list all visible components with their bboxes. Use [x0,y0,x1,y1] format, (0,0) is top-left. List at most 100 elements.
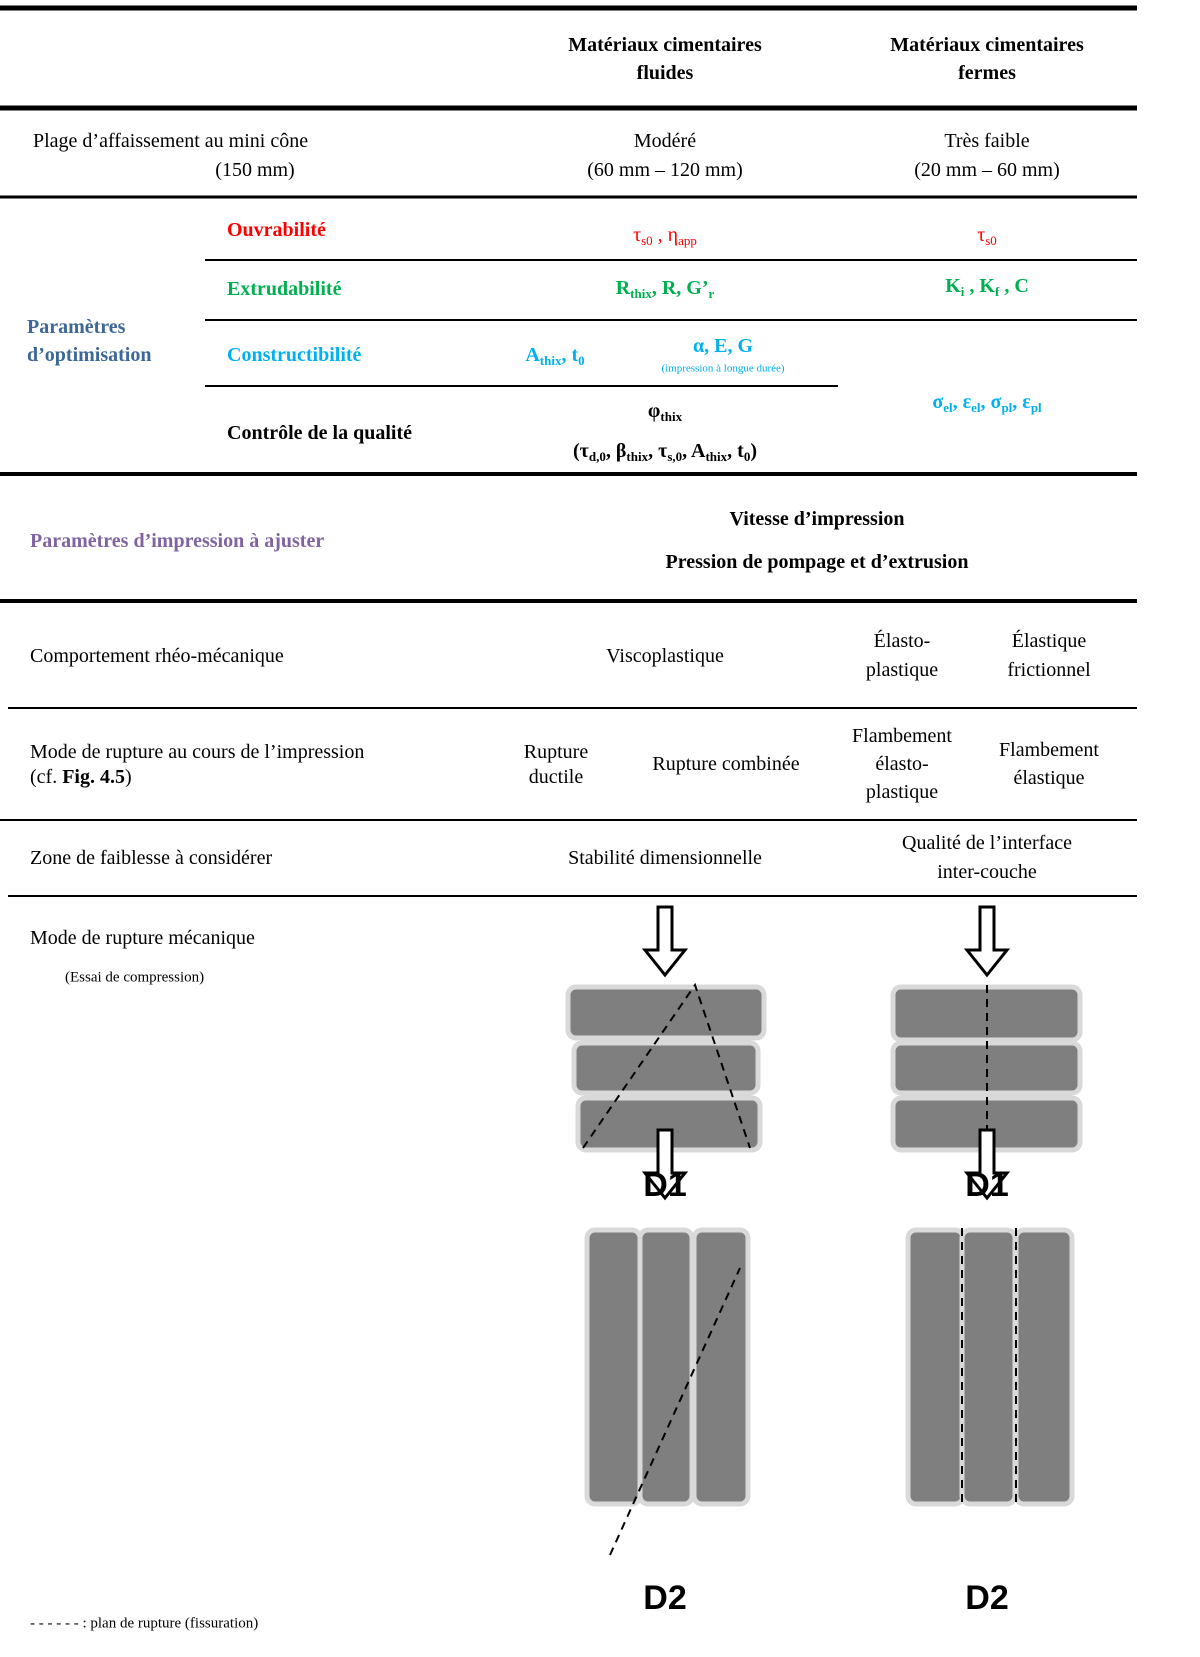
blocks [565,984,1083,1507]
cell: élastique [1013,767,1085,789]
formula-part: , η [652,224,679,247]
formula-part: Fig. 4.5 [62,766,125,788]
formula-part: Mode de rupture au cours de l’impression [30,741,365,763]
subscript: s,0 [667,448,683,464]
subscript: s0 [641,232,653,248]
crack [609,1267,741,1556]
subscript: app [678,232,697,248]
subscript: 0 [743,448,751,464]
cell: Stabilité dimensionnelle [568,847,762,869]
diagram-label: D1 [643,1166,687,1204]
formula: σel, εel, σpl, εpl [932,392,1041,414]
formula: τs0 [977,225,997,247]
formula-part: φ [647,400,661,423]
row-label: Mode de rupture au cours de l’impression [30,742,364,762]
cell: Viscoplastique [606,645,724,667]
cell: ductile [528,766,584,788]
formula: α, E, G [693,336,753,356]
column-header: Matériaux cimentaires [890,34,1084,56]
cell: Qualité de l’interface [902,832,1072,854]
cell: Pression de pompage et d’extrusion [665,551,969,573]
cell: plastique [865,659,939,681]
formula: τs0 , ηapp [633,225,697,247]
cell: élasto- [875,753,929,775]
formula-part: A [525,344,540,367]
subscript: s0 [985,232,997,248]
arrow [963,1128,1011,1201]
sub-label: Contrôle de la qualité [227,422,412,444]
sub-label: Ouvrabilité [227,219,326,241]
row-label: Zone de faiblesse à considérer [30,847,273,869]
subscript: thix [539,352,562,368]
layer [637,1227,695,1507]
sub-label: Extrudabilité [227,278,342,300]
formula-part: τ [977,224,986,247]
formula-part: α, E, G [692,335,754,357]
row-label: Plage d’affaissement au mini cône [33,130,309,152]
subscript: el [943,399,953,415]
subscript: 0 [578,352,585,368]
formula-part: , σ [980,391,1002,414]
cell: Flambement [852,725,952,747]
diagram-label: D1 [965,1166,1009,1204]
arrow [963,905,1011,978]
column-header: fluides [636,62,694,84]
cell: plastique [865,781,939,803]
row-label: Paramètres d’impression à ajuster [30,530,325,552]
formula-part: τ [633,224,642,247]
formula: Ki , Kf , C [945,276,1029,298]
formula-part: , C [999,275,1029,298]
layer [565,984,767,1041]
formula-part: , ε [1012,391,1031,414]
layer [905,1227,966,1507]
subscript: f [994,283,1000,299]
note: (Essai de compression) [65,969,205,986]
formula: Rthix, R, G’r [616,278,715,300]
subscript: i [960,283,965,299]
layer [584,1227,643,1507]
cell: frictionnel [1007,659,1091,681]
subscript: pl [1030,399,1042,415]
formula-part: , τ [648,440,668,463]
layer [691,1227,751,1507]
cell: Élasto- [873,630,931,652]
cell: Modéré [633,130,697,152]
cell: Flambement [999,739,1099,761]
cracks [582,982,1017,1556]
subscript: thix [660,408,683,424]
formula-part: ) [750,440,757,463]
column-header: fermes [958,62,1016,84]
subscript: pl [1001,399,1013,415]
row-label: Comportement rhéo-mécanique [30,645,284,667]
subscript: thix [630,285,652,301]
arrow [641,905,689,978]
formula-part: ) [124,766,132,788]
crack [582,982,751,1149]
formula: (τd,0, βthix, τs,0, Athix, t0) [573,441,757,463]
formula: φthix [648,401,682,423]
subscript: d,0 [588,448,606,464]
column-header: Matériaux cimentaires [568,34,762,56]
arrow [641,1128,689,1201]
row-label: Mode de rupture mécanique [30,927,255,949]
cell: Rupture [523,741,589,763]
layer [1013,1227,1075,1507]
subscript: r [708,285,715,301]
cell: (60 mm – 120 mm) [587,159,743,181]
formula-part: K [945,275,961,298]
formula-part: , t [561,344,579,367]
arrows [641,905,1011,1201]
formula-part: (τ [573,440,589,463]
formula-part: (cf. [30,766,63,788]
rules [0,5,1137,897]
subscript: thix [626,448,649,464]
formula-part: , ε [952,391,972,414]
sub-label: Constructibilité [227,344,362,366]
layer [571,1040,761,1096]
row-label: (150 mm) [215,159,295,181]
cell: inter-couche [937,861,1037,883]
row-label: (cf. Fig. 4.5) [30,767,132,787]
formula-part: , A [682,440,706,463]
